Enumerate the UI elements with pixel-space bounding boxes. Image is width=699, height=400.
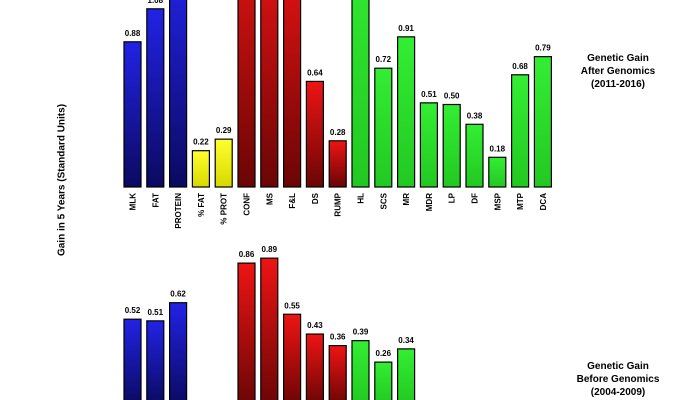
before-genomics-note: Genetic Gain Before Genomics (2004-2009) xyxy=(568,360,668,399)
after-note-line-2: After Genomics xyxy=(580,66,656,77)
value-label-after-fat: 1.08 xyxy=(148,0,164,5)
before-note-line-1: Genetic Gain xyxy=(587,361,649,372)
value-label-before-conf: 0.86 xyxy=(239,250,255,259)
tick-label-after-rump: RUMP xyxy=(334,192,343,216)
after-genomics-bars: 0.88 MLK 1.08 FAT PROTEIN 0.22 % FAT 0.29 % PROT… xyxy=(123,0,553,229)
bar-before-scs xyxy=(374,361,393,400)
tick-label-after-mlk: MLK xyxy=(129,193,138,211)
after-note-line-1: Genetic Gain xyxy=(587,53,649,64)
bar-before-ms xyxy=(260,257,279,400)
tick-label-after-msp: MSP xyxy=(493,192,502,210)
bar-after-scs xyxy=(374,67,393,188)
value-label-after-dca: 0.79 xyxy=(535,44,551,53)
bar-after-mtp xyxy=(511,74,530,188)
tick-label-after-mtp: MTP xyxy=(516,192,525,210)
bar-before-ds xyxy=(305,333,324,400)
bar-before-mlk xyxy=(123,318,142,400)
bar-after-rump xyxy=(328,140,347,188)
before-note-line-3: (2004-2009) xyxy=(590,387,646,398)
value-label-after-mr: 0.91 xyxy=(398,24,414,33)
bar-after-dca xyxy=(533,56,553,188)
value-label-before-rump: 0.36 xyxy=(330,333,346,342)
bar-after-protein xyxy=(169,0,188,188)
bar-after-mdr xyxy=(419,102,438,188)
bar-after-lp xyxy=(442,103,461,188)
bar-before-fandl xyxy=(283,313,302,400)
tick-label-after-scs: SCS xyxy=(379,192,388,209)
value-label-before-ds: 0.43 xyxy=(307,321,323,330)
bar-before-hl xyxy=(351,340,370,400)
after-genomics-note: Genetic Gain After Genomics (2011-2016) xyxy=(568,52,668,91)
value-label-before-mr: 0.34 xyxy=(398,336,414,345)
bar-after-conf xyxy=(237,0,256,188)
bar-after-pct-prot xyxy=(214,138,233,188)
tick-label-after-pct-prot: % PROT xyxy=(220,193,229,225)
bar-after-hl xyxy=(351,0,370,188)
tick-label-after-df: DF xyxy=(471,193,480,204)
value-label-before-fandl: 0.55 xyxy=(284,301,300,310)
bar-after-pct-fat xyxy=(191,150,210,188)
value-label-after-scs: 0.72 xyxy=(376,55,392,64)
before-note-line-2: Before Genomics xyxy=(576,374,660,385)
value-label-before-protein: 0.62 xyxy=(170,290,186,299)
bar-before-fat xyxy=(146,320,165,400)
tick-label-after-protein: PROTEIN xyxy=(174,193,183,229)
bar-after-mlk xyxy=(123,41,142,188)
value-label-after-ds: 0.64 xyxy=(307,68,323,77)
bar-before-protein xyxy=(169,302,188,400)
tick-label-after-ds: DS xyxy=(311,192,320,204)
tick-label-after-hl: HL xyxy=(357,193,366,204)
value-label-after-mdr: 0.51 xyxy=(421,90,437,99)
tick-label-after-lp: LP xyxy=(448,192,457,203)
value-label-after-pct-fat: 0.22 xyxy=(193,138,209,147)
bar-after-fat xyxy=(146,8,165,188)
bar-after-df xyxy=(465,123,484,188)
bar-before-rump xyxy=(328,345,347,400)
tick-label-after-fat: FAT xyxy=(151,193,160,208)
value-label-before-fat: 0.51 xyxy=(148,308,164,317)
value-label-after-lp: 0.50 xyxy=(444,92,460,101)
value-label-before-ms: 0.89 xyxy=(262,245,278,254)
bar-after-mr xyxy=(397,36,416,188)
value-label-after-msp: 0.18 xyxy=(490,144,506,153)
tick-label-after-fandl: F&L xyxy=(288,193,297,209)
tick-label-after-dca: DCA xyxy=(539,193,548,211)
value-label-after-pct-prot: 0.29 xyxy=(216,126,232,135)
value-label-after-mlk: 0.88 xyxy=(125,29,141,38)
tick-label-after-mr: MR xyxy=(402,193,411,206)
value-label-before-scs: 0.26 xyxy=(376,349,392,358)
bar-before-conf xyxy=(237,262,256,400)
tick-label-after-ms: MS xyxy=(265,192,274,205)
tick-label-after-pct-fat: % FAT xyxy=(197,193,206,217)
value-label-after-mtp: 0.68 xyxy=(512,62,528,71)
after-note-line-3: (2011-2016) xyxy=(591,79,645,90)
bar-after-ds xyxy=(305,80,324,188)
before-genomics-bars: 0.52 0.51 0.62 0.86 0.89 0.55 0.43 0.36 0.39 0.26… xyxy=(123,245,416,400)
value-label-before-hl: 0.39 xyxy=(353,328,369,337)
bar-before-mr xyxy=(397,348,416,400)
tick-label-after-conf: CONF xyxy=(243,193,252,216)
bar-after-ms xyxy=(260,0,279,188)
tick-label-after-mdr: MDR xyxy=(425,193,434,211)
value-label-before-mlk: 0.52 xyxy=(125,306,141,315)
bar-after-msp xyxy=(488,156,507,188)
value-label-after-rump: 0.28 xyxy=(330,128,346,137)
value-label-after-df: 0.38 xyxy=(467,111,483,120)
bar-after-fandl xyxy=(283,0,302,188)
